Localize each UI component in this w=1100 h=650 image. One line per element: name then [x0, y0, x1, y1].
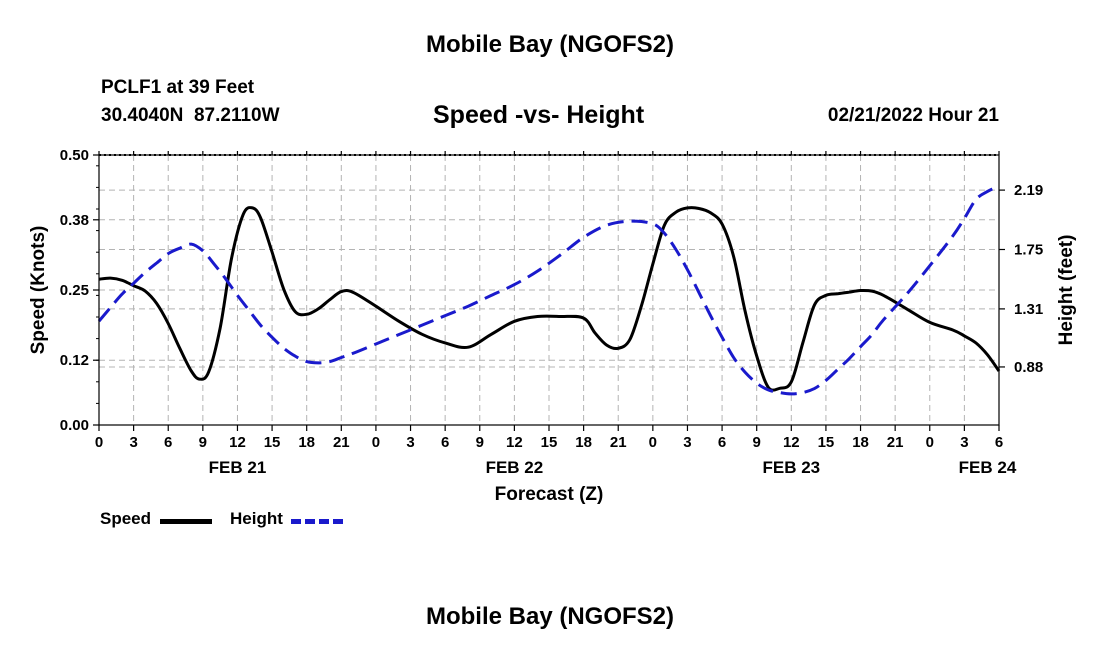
- x-tick-label: 0: [926, 434, 934, 451]
- date-label: FEB 22: [486, 458, 544, 477]
- bottom-chart-title: Mobile Bay (NGOFS2): [425, 603, 675, 630]
- x-tick-label: 6: [718, 434, 726, 451]
- x-tick-label: 12: [506, 434, 523, 451]
- speed-series-line: [98, 206, 1001, 392]
- grid: [99, 155, 999, 425]
- chart-subtitle: Speed -vs- Height: [433, 101, 645, 129]
- y2-tick-label: 1.31: [1014, 301, 1043, 318]
- y2-tick-label: 1.75: [1014, 242, 1043, 259]
- y-tick-label: 0.38: [60, 212, 89, 229]
- x-tick-label: 3: [683, 434, 691, 451]
- x-tick-label: 18: [575, 434, 592, 451]
- x-tick-label: 21: [610, 434, 627, 451]
- y2-tick-label: 0.88: [1014, 359, 1043, 376]
- x-tick-label: 21: [333, 434, 350, 451]
- legend-speed-swatch: [160, 519, 212, 524]
- date-label: FEB 21: [209, 458, 267, 477]
- speed-height-chart: 0 3 6 9 12 15 18 21 0 3 6 9 12 15 18 21 0 3 6 9 12 15 18 21 0 3 6 F…: [28, 147, 1077, 505]
- x-tick-label: 0: [95, 434, 103, 451]
- y-tick-label: 0.12: [60, 352, 89, 369]
- x-tick-label: 6: [164, 434, 172, 451]
- x-tick-label: 18: [852, 434, 869, 451]
- x-tick-label: 12: [783, 434, 800, 451]
- legend: Speed Height: [100, 509, 360, 531]
- x-tick-label: 21: [887, 434, 904, 451]
- legend-height-label: Height: [230, 509, 283, 528]
- x-tick-label: 6: [441, 434, 449, 451]
- legend-height-swatch: [291, 519, 343, 524]
- station-coordinates: 30.4040N 87.2110W: [101, 105, 280, 126]
- x-tick-label: 9: [753, 434, 761, 451]
- y2-axis-label: Height (feet): [1056, 235, 1077, 346]
- x-tick-label: 15: [818, 434, 835, 451]
- x-tick-label: 3: [129, 434, 137, 451]
- date-label: FEB 24: [959, 458, 1017, 477]
- x-tick-label: 18: [298, 434, 315, 451]
- x-tick-label: 0: [649, 434, 657, 451]
- series-layer: [97, 184, 1001, 396]
- axes: 0 3 6 9 12 15 18 21 0 3 6 9 12 15 18 21 0 3 6 9 12 15 18 21 0 3 6 F…: [60, 147, 1043, 477]
- y-tick-label: 0.50: [60, 147, 89, 164]
- x-tick-label: 0: [372, 434, 380, 451]
- x-tick-label: 15: [541, 434, 558, 451]
- x-tick-label: 6: [995, 434, 1003, 451]
- x-tick-label: 15: [264, 434, 281, 451]
- y-tick-label: 0.25: [60, 282, 89, 299]
- chart-title: Mobile Bay (NGOFS2): [425, 31, 675, 58]
- x-axis-label: Forecast (Z): [495, 484, 604, 505]
- station-label: PCLF1 at 39 Feet: [101, 77, 255, 98]
- forecast-datetime: 02/21/2022 Hour 21: [827, 105, 999, 126]
- y-tick-label: 0.00: [60, 417, 89, 434]
- legend-speed-label: Speed: [100, 509, 152, 528]
- height-series-line: [97, 184, 1000, 396]
- x-tick-label: 3: [406, 434, 414, 451]
- x-tick-label: 12: [229, 434, 246, 451]
- x-tick-label: 9: [199, 434, 207, 451]
- date-label: FEB 23: [762, 458, 820, 477]
- x-tick-label: 3: [960, 434, 968, 451]
- y2-tick-label: 2.19: [1014, 182, 1043, 199]
- x-tick-label: 9: [476, 434, 484, 451]
- y-axis-label: Speed (Knots): [28, 226, 49, 355]
